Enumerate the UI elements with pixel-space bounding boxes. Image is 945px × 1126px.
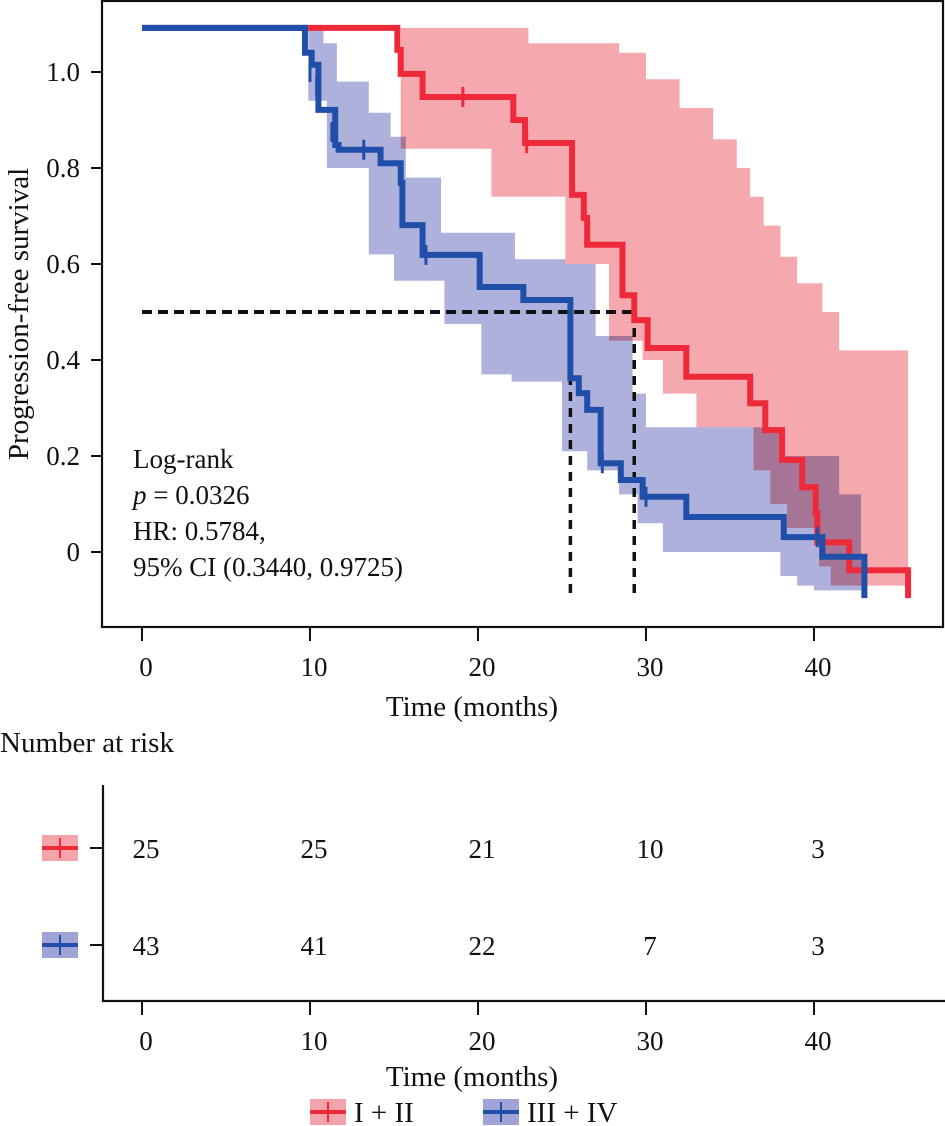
risk-x-tick-label: 30	[637, 1026, 664, 1056]
x-tick-label: 20	[469, 652, 496, 682]
risk-table: 25 25 21 10 343 41 22 7 30 10 20 30 40	[42, 785, 945, 1056]
risk-count-iii-iv: 41	[301, 931, 328, 961]
legend-label-i-ii: I + II	[354, 1097, 414, 1126]
p-value: = 0.0326	[147, 480, 250, 510]
risk-count-iii-iv: 43	[133, 931, 160, 961]
risk-count-iii-iv: 22	[469, 931, 496, 961]
y-tick-label: 0.4	[46, 345, 80, 375]
x-axis-title: Time (months)	[386, 691, 558, 723]
risk-count-iii-iv: 7	[643, 931, 657, 961]
survival-curve-iii-iv	[142, 24, 868, 599]
x-axis: 0 10 20 30 40	[139, 628, 832, 682]
risk-x-tick-label: 20	[469, 1026, 496, 1056]
annotation-logrank: Log-rank	[133, 444, 234, 474]
x-tick-label: 0	[139, 652, 153, 682]
x-tick-label: 30	[637, 652, 664, 682]
stats-annotation: Log-rank p = 0.0326 HR: 0.5784, 95% CI (…	[131, 444, 403, 582]
risk-count-iii-iv: 3	[811, 931, 825, 961]
y-tick-label: 0	[67, 537, 81, 567]
annotation-p-value: p = 0.0326	[131, 480, 249, 510]
risk-count-i-ii: 3	[811, 834, 825, 864]
survival-curves	[142, 24, 912, 599]
annotation-hr: HR: 0.5784,	[133, 516, 266, 546]
y-tick-label: 0.6	[46, 249, 80, 279]
y-tick-label: 0.2	[46, 441, 80, 471]
risk-x-tick-label: 10	[301, 1026, 328, 1056]
y-tick-label: 1.0	[46, 57, 80, 87]
annotation-ci: 95% CI (0.3440, 0.9725)	[133, 552, 403, 582]
y-axis-title: Progression-free survival	[3, 168, 35, 460]
p-symbol: p	[131, 480, 147, 510]
legend-label-iii-iv: III + IV	[527, 1097, 617, 1126]
risk-count-i-ii: 21	[469, 834, 496, 864]
ci-band-iii-iv	[308, 27, 865, 591]
risk-count-i-ii: 25	[301, 834, 328, 864]
legend: I + II III + IV	[310, 1097, 617, 1126]
risk-x-tick-label: 40	[805, 1026, 832, 1056]
risk-x-tick-label: 0	[139, 1026, 153, 1056]
risk-table-title: Number at risk	[0, 727, 174, 759]
risk-x-axis-title: Time (months)	[386, 1061, 558, 1093]
risk-count-i-ii: 25	[133, 834, 160, 864]
y-tick-label: 0.8	[46, 153, 80, 183]
median-lines	[142, 310, 636, 599]
survival-curve-i-ii	[142, 24, 912, 599]
x-tick-label: 40	[805, 652, 832, 682]
x-tick-label: 10	[301, 652, 328, 682]
plot-frame	[100, 0, 945, 629]
risk-count-i-ii: 10	[637, 834, 664, 864]
y-axis: 0 0.2 0.4 0.6 0.8 1.0	[46, 57, 102, 567]
